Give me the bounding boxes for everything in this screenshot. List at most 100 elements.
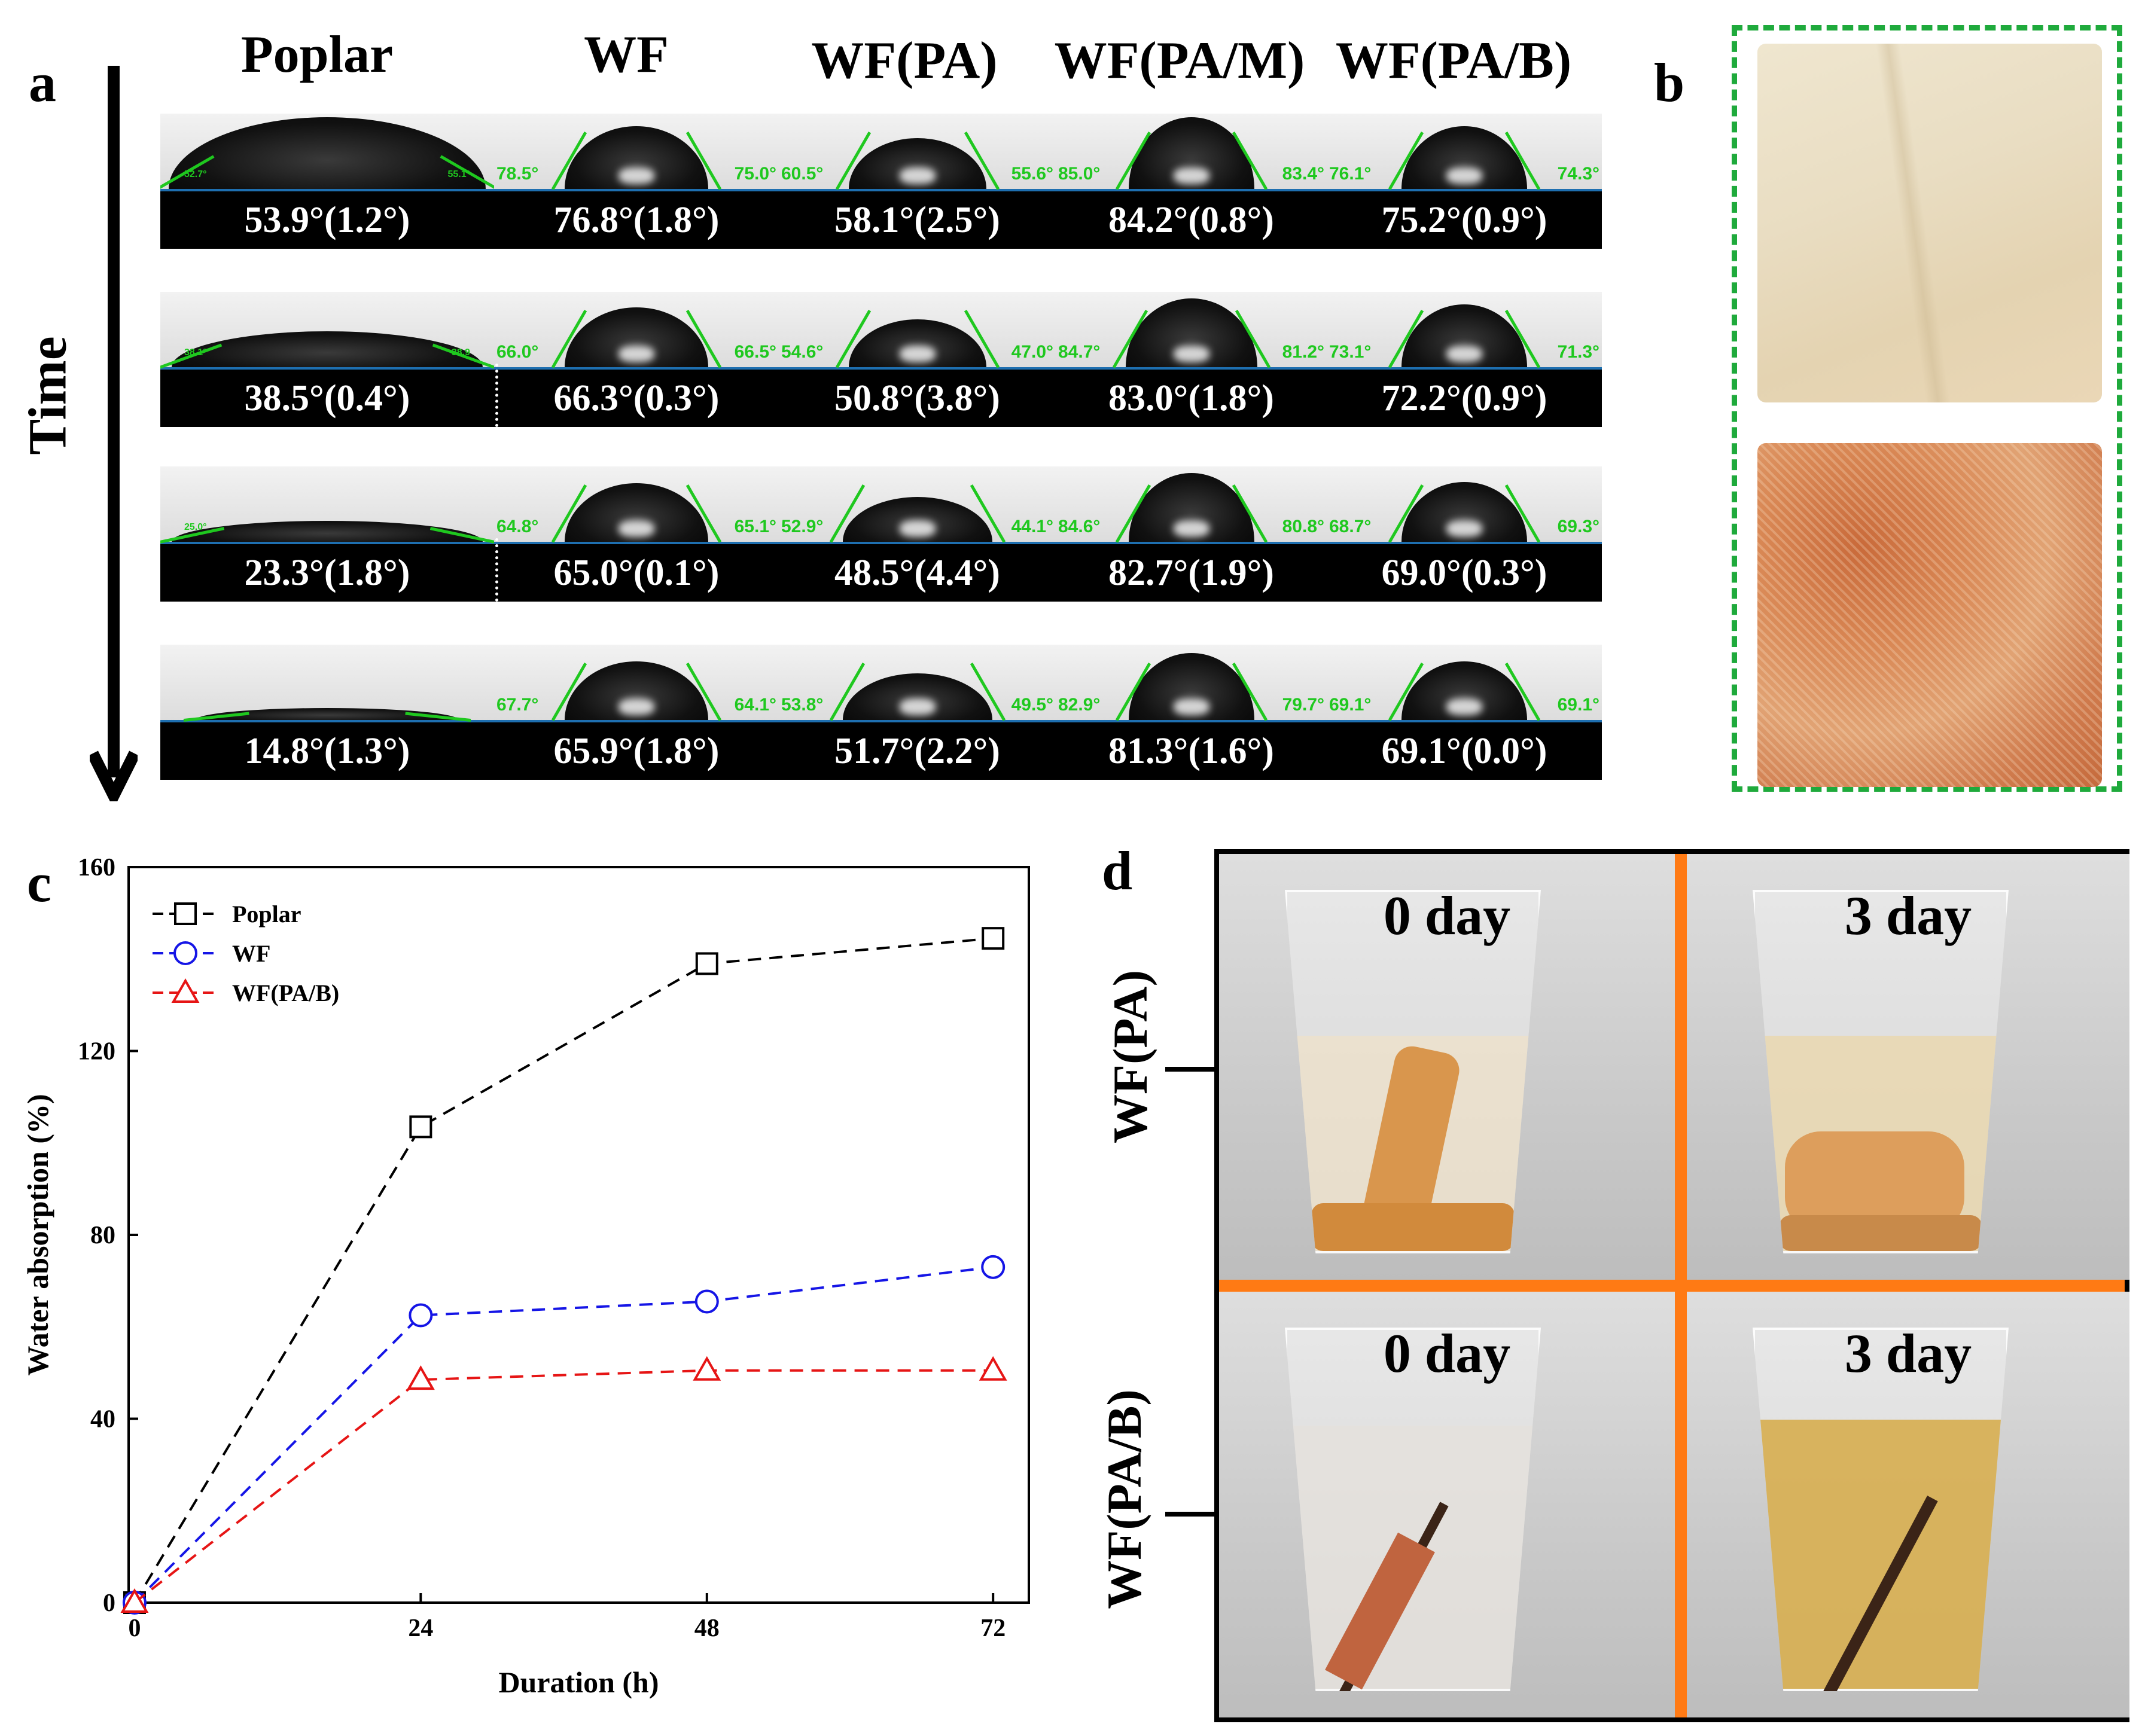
droplet-glare [1173,520,1209,537]
droplet-image: 84.6° 80.8° [1056,466,1327,544]
arrow-down-icon [87,66,140,809]
mean-contact-angle: 81.3°(1.6°) [1108,731,1274,771]
mean-contact-angle: 82.7°(1.9°) [1108,553,1274,593]
mean-contact-angle: 65.0°(0.1°) [553,553,720,593]
droplet-glare [618,698,654,715]
baseline [160,542,494,544]
droplet-glare [899,698,936,715]
mean-contact-angle: 75.2°(0.9°) [1381,200,1547,240]
mean-contact-angle: 66.3°(0.3°) [553,378,720,419]
cup [1753,890,2009,1253]
contact-angle-sample: 52.7° 55.1° 53.9°(1.2°) [160,114,494,249]
y-tick-label: 120 [78,1038,115,1066]
right-angle-label: 79.7° [1282,695,1324,715]
contact-angle-sample: 53.8° 49.5° 51.7°(2.2°) [779,645,1056,780]
left-angle-label: 52.9° [781,517,824,536]
baseline [1327,720,1602,722]
data-point [695,952,718,975]
dotted-separator [495,538,498,602]
day-label: 0 day [1383,1323,1511,1384]
droplet-image: 67.7° 64.1° [494,645,779,722]
contact-angle-sample: 60.5° 55.6° 58.1°(2.5°) [779,114,1056,249]
baseline [160,367,494,370]
contact-angle-sample: 38.1° 38.9 38.5°(0.4°) [160,292,494,427]
right-angle-label: 75.0° [734,164,776,184]
day-label: 3 day [1844,885,1972,946]
mean-contact-angle: 76.8°(1.8°) [553,200,720,240]
legend-marker [171,978,200,1003]
droplet-image: 52.7° 55.1° [160,114,494,191]
droplet-image: 66.0° 66.5° [494,292,779,370]
droplet-image: 85.0° 83.4° [1056,114,1327,191]
right-angle-label: 64.1° [734,695,776,715]
cup-photo-frame: 0 day 3 day 0 day 3 day [1214,849,2129,1722]
contact-angle-sample: 25.0° 23.3°(1.8°) [160,466,494,602]
x-tick-label: 72 [980,1615,1006,1642]
water [1755,1420,2006,1689]
right-angle-label: 47.0° [1011,342,1053,362]
contact-angle-sample: 14.8°(1.3°) [160,645,494,780]
right-angle-label: 71.3° [1557,342,1599,362]
mean-contact-angle: 38.5°(0.4°) [244,378,410,419]
left-angle-label: 54.6° [781,342,824,362]
mean-contact-angle: 23.3°(1.8°) [244,553,410,593]
contact-angle-sample: 54.6° 47.0° 50.8°(3.8°) [779,292,1056,427]
contact-angle-sample: 67.7° 64.1° 65.9°(1.8°) [494,645,779,780]
droplet-image: 60.5° 55.6° [779,114,1056,191]
contact-angle-sample: 78.5° 75.0° 76.8°(1.8°) [494,114,779,249]
series-line-Poplar [133,937,994,1604]
droplet-glare [899,520,936,537]
mean-contact-angle: 83.0°(1.8°) [1108,378,1274,419]
x-tick-label: 0 [128,1615,141,1642]
mean-contact-angle: 84.2°(0.8°) [1108,200,1274,240]
data-point [693,1356,721,1381]
mean-contact-angle: 53.9°(1.2°) [244,200,410,240]
mean-contact-angle: 48.5°(4.4°) [834,553,1000,593]
contact-angle-sample: 85.0° 83.4° 84.2°(0.8°) [1056,114,1327,249]
droplet-glare [1173,167,1209,184]
left-angle-label: 38.1° [184,347,207,358]
droplet-image: 69.1° 69.1° [1327,645,1602,722]
baseline [494,542,779,544]
legend-label: WF(PA/B) [232,980,339,1006]
cup-photo-wf-pa-3day: 3 day [1687,854,2129,1280]
right-angle-label: 83.4° [1282,164,1324,184]
right-angle-label: 65.1° [734,517,776,536]
water-droplet [172,521,483,542]
panel-letter-a: a [29,52,56,113]
droplet-glare [618,346,654,362]
legend-label: WF [232,940,270,967]
col-head-wf-pa-b: WF(PA/B) [1335,32,1572,90]
water-droplet [172,331,483,367]
dotted-separator [495,364,498,427]
right-angle-label: 44.1° [1011,517,1053,536]
treated-sample-photo [1757,443,2102,787]
data-point [406,1365,435,1390]
droplet-glare [618,167,654,184]
mean-contact-angle: 69.0°(0.3°) [1381,553,1547,593]
left-angle-label: 85.0° [1058,164,1101,184]
droplet-image: 38.1° 38.9 [160,292,494,370]
y-tick-label: 40 [90,1406,115,1433]
baseline [1327,367,1602,370]
cup [1753,1328,2009,1691]
droplet-image: 78.5° 75.0° [494,114,779,191]
contact-angle-sample: 64.8° 65.1° 65.0°(0.1°) [494,466,779,602]
water-droplet [196,708,459,720]
right-angle-label: 74.3° [1557,164,1599,184]
left-angle-label: 53.8° [781,695,824,715]
time-label: Time [18,336,78,455]
contact-angle-sample: 69.1° 69.1° 69.1°(0.0°) [1327,645,1602,780]
right-angle-label: 55.1° [447,169,470,179]
cup [1285,890,1541,1253]
water-absorption-chart: 0 40 80 120 160 0 24 48 72 Duration (h) Water abso… [21,854,1030,1699]
legend-label: Poplar [232,901,301,928]
droplet-image: 73.1° 71.3° [1327,292,1602,370]
data-point [120,1588,149,1613]
baseline [1056,542,1327,544]
droplet-image: 84.7° 81.2° [1056,292,1327,370]
contact-angle-sample: 82.9° 79.7° 81.3°(1.6°) [1056,645,1327,780]
row-label-wf-pa: WF(PA) [1103,970,1157,1143]
panel-letter-b: b [1654,52,1685,113]
data-point [981,1255,1006,1279]
